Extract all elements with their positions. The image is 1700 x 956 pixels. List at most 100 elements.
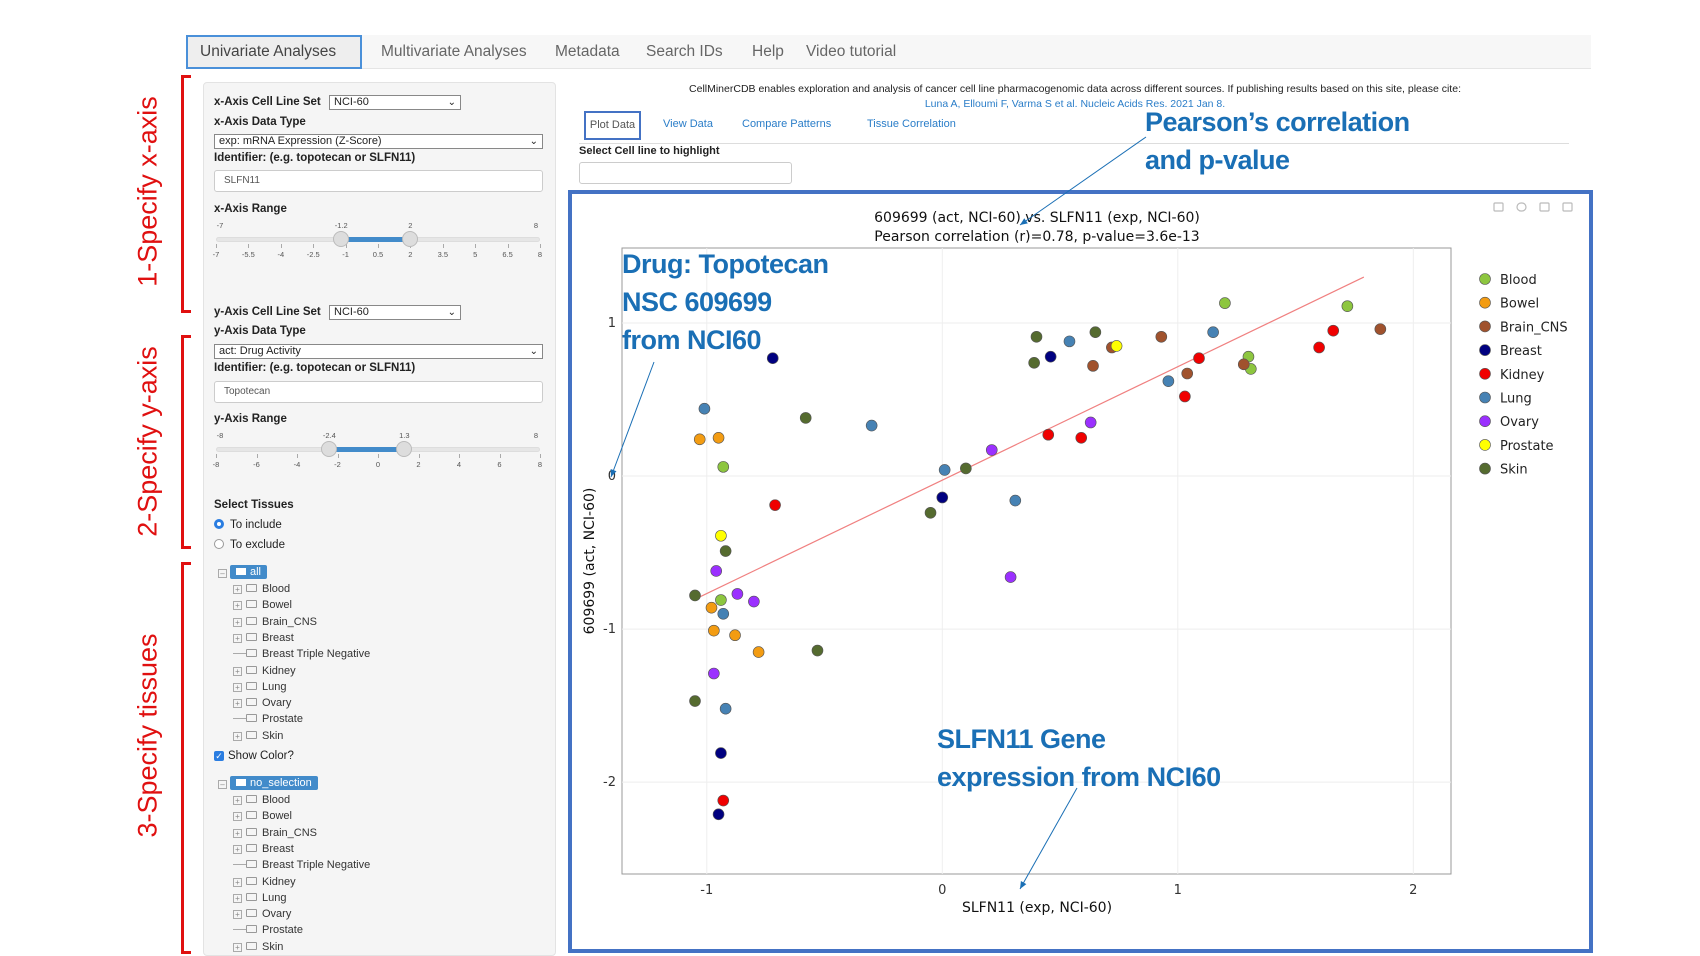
data-point-breast[interactable]: [1044, 350, 1057, 363]
data-point-kidney[interactable]: [769, 499, 781, 511]
tree1-item[interactable]: + Brain_CNS: [233, 615, 317, 629]
data-point-skin[interactable]: [1028, 356, 1040, 369]
data-point-bowel[interactable]: [729, 629, 741, 642]
show-color-checkbox[interactable]: ✓ Show Color?: [214, 750, 294, 762]
data-point-skin[interactable]: [960, 462, 972, 475]
y-range-slider[interactable]: -8 -6 -4 -2 0 2 4 6 8 -8 8 -2.4 1.3: [213, 431, 542, 478]
legend-label-brain_cns[interactable]: Brain_CNS: [1500, 320, 1568, 335]
data-point-kidney[interactable]: [1313, 341, 1325, 354]
legend-label-lung[interactable]: Lung: [1500, 392, 1532, 407]
expand-plus-icon[interactable]: +: [233, 812, 242, 822]
data-point-bowel[interactable]: [708, 624, 720, 637]
tree2-item[interactable]: + Lung: [233, 891, 286, 905]
data-point-prostate[interactable]: [715, 529, 727, 542]
slider-high-handle[interactable]: [402, 231, 419, 247]
highlight-cell-line-input[interactable]: [579, 162, 792, 184]
data-point-skin[interactable]: [1089, 326, 1102, 338]
expand-plus-icon[interactable]: +: [233, 828, 242, 838]
expand-plus-icon[interactable]: +: [233, 942, 242, 952]
expand-plus-icon[interactable]: +: [233, 682, 242, 692]
data-point-lung[interactable]: [1009, 494, 1022, 507]
tree1-item[interactable]: + Blood: [233, 582, 290, 596]
data-point-blood[interactable]: [717, 461, 730, 473]
camera-icon[interactable]: [1493, 202, 1504, 212]
tree2-item[interactable]: + Kidney: [233, 875, 296, 889]
tab-video-tutorial[interactable]: Video tutorial: [806, 43, 897, 60]
reset-icon[interactable]: [1562, 202, 1573, 212]
data-point-breast[interactable]: [712, 808, 725, 821]
x-cell-line-set-select[interactable]: NCI-60 ⌄: [329, 95, 461, 110]
legend-label-blood[interactable]: Blood: [1500, 273, 1537, 288]
data-point-brain_cns[interactable]: [1155, 330, 1168, 343]
tree1-root-all[interactable]: all: [230, 565, 268, 579]
tree2-collapse-toggle[interactable]: –: [218, 777, 231, 791]
tab-metadata[interactable]: Metadata: [555, 43, 620, 60]
expand-plus-icon[interactable]: +: [233, 910, 242, 920]
data-point-skin[interactable]: [689, 695, 701, 707]
data-point-ovary[interactable]: [708, 667, 720, 680]
data-point-blood[interactable]: [1341, 300, 1354, 312]
data-point-lung[interactable]: [719, 702, 732, 715]
tree1-item[interactable]: Breast Triple Negative: [233, 647, 370, 661]
data-point-skin[interactable]: [799, 412, 812, 424]
data-point-brain_cns[interactable]: [1087, 360, 1099, 372]
expand-plus-icon[interactable]: +: [233, 877, 242, 887]
tab-plot-data[interactable]: Plot Data: [584, 111, 641, 140]
tree1-item[interactable]: Prostate: [233, 712, 303, 726]
y-data-type-select[interactable]: act: Drug Activity ⌄: [214, 344, 543, 359]
data-point-ovary[interactable]: [731, 588, 744, 600]
tree2-item[interactable]: + Bowel: [233, 809, 292, 823]
data-point-brain_cns[interactable]: [1181, 367, 1194, 380]
slider-low-handle[interactable]: [333, 231, 350, 247]
expand-plus-icon[interactable]: +: [233, 699, 242, 709]
data-point-brain_cns[interactable]: [1374, 323, 1387, 335]
expand-plus-icon[interactable]: +: [233, 601, 242, 611]
expand-plus-icon[interactable]: +: [233, 731, 242, 741]
data-point-lung[interactable]: [1162, 375, 1175, 387]
zoom-icon[interactable]: [1516, 202, 1527, 212]
tree2-item[interactable]: + Brain_CNS: [233, 826, 317, 840]
tree2-item[interactable]: + Breast: [233, 842, 294, 856]
expand-plus-icon[interactable]: +: [233, 666, 242, 676]
data-point-kidney[interactable]: [717, 794, 730, 807]
data-point-ovary[interactable]: [985, 444, 998, 456]
data-point-breast[interactable]: [715, 747, 727, 759]
data-point-skin[interactable]: [719, 545, 732, 557]
data-point-brain_cns[interactable]: [1237, 358, 1250, 371]
expand-plus-icon[interactable]: +: [233, 585, 242, 594]
data-point-skin[interactable]: [924, 506, 937, 519]
x-data-type-select[interactable]: exp: mRNA Expression (Z-Score) ⌄: [214, 134, 543, 149]
data-point-ovary[interactable]: [710, 565, 723, 577]
x-identifier-input[interactable]: SLFN11: [214, 170, 543, 192]
tree2-item[interactable]: + Ovary: [233, 907, 291, 921]
tab-search-ids[interactable]: Search IDs: [646, 43, 723, 60]
tree2-root-no-selection[interactable]: no_selection: [230, 776, 318, 790]
data-point-bowel[interactable]: [705, 601, 718, 614]
data-point-kidney[interactable]: [1075, 431, 1088, 444]
expand-plus-icon[interactable]: +: [233, 617, 242, 627]
tree2-item[interactable]: Breast Triple Negative: [233, 858, 370, 872]
radio-to-include[interactable]: To include: [214, 519, 282, 531]
data-point-blood[interactable]: [1219, 297, 1231, 309]
tab-compare-patterns[interactable]: Compare Patterns: [742, 118, 832, 130]
y-cell-line-set-select[interactable]: NCI-60 ⌄: [329, 305, 461, 320]
tree2-item[interactable]: + Blood: [233, 793, 290, 807]
y-identifier-input[interactable]: Topotecan: [214, 381, 543, 403]
data-point-kidney[interactable]: [1327, 324, 1340, 337]
data-point-lung[interactable]: [698, 402, 711, 415]
data-point-lung[interactable]: [938, 464, 951, 476]
expand-plus-icon[interactable]: +: [233, 633, 242, 643]
tree1-item[interactable]: + Bowel: [233, 598, 292, 612]
data-point-bowel[interactable]: [752, 646, 765, 658]
tree1-item[interactable]: + Lung: [233, 680, 286, 694]
tree2-item[interactable]: + Skin: [233, 940, 283, 954]
slider-high-handle[interactable]: [396, 441, 413, 457]
legend-label-ovary[interactable]: Ovary: [1500, 415, 1539, 430]
tree1-item[interactable]: + Ovary: [233, 696, 291, 710]
expand-plus-icon[interactable]: +: [233, 893, 242, 903]
expand-plus-icon[interactable]: +: [233, 796, 242, 805]
legend-label-prostate[interactable]: Prostate: [1500, 439, 1554, 454]
data-point-prostate[interactable]: [1110, 340, 1123, 352]
tab-univariate-analyses[interactable]: Univariate Analyses: [186, 35, 362, 69]
data-point-ovary[interactable]: [1004, 571, 1017, 583]
